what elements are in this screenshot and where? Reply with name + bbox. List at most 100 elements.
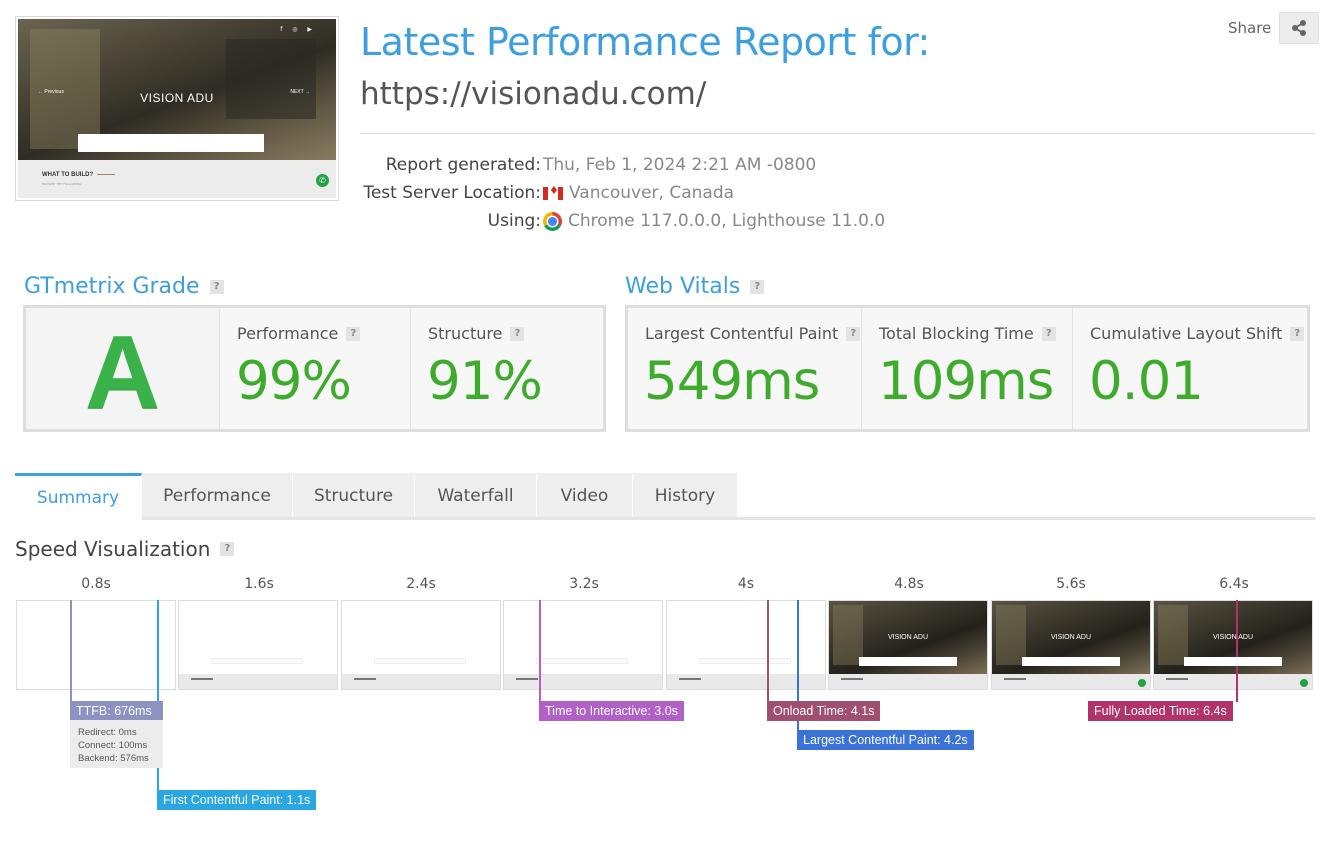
tab-waterfall[interactable]: Waterfall <box>415 473 537 519</box>
ttfb-marker-line <box>70 600 72 702</box>
header-divider <box>360 133 1315 134</box>
grade-letter: A <box>84 315 161 431</box>
whatsapp-icon <box>1138 679 1146 687</box>
speed-visualization-title: Speed Visualization <box>15 537 211 561</box>
tbt-cell: Total Blocking Time ? 109ms <box>862 308 1073 429</box>
ttfb-breakdown: Redirect: 0ms Connect: 100ms Backend: 57… <box>70 720 163 768</box>
thumbnail-navbar <box>78 134 264 152</box>
lcp-label: Largest Contentful Paint <box>645 324 839 343</box>
test-location-value: Vancouver, Canada <box>543 183 734 203</box>
filmstrip-frame[interactable]: VISION ADU <box>991 600 1151 690</box>
performance-help-icon[interactable]: ? <box>346 326 361 341</box>
lcp-value: 549ms <box>644 351 820 412</box>
backend-time: Backend: 576ms <box>78 753 149 764</box>
fully-loaded-marker-line <box>1236 600 1238 702</box>
test-location-text: Vancouver, Canada <box>569 183 735 203</box>
tab-structure[interactable]: Structure <box>293 473 415 519</box>
timeline-tick: 4.8s <box>894 576 924 592</box>
using-row: Using: Chrome 117.0.0.0, Lighthouse 11.0… <box>360 211 1060 235</box>
ttfb-marker[interactable]: TTFB: 676ms <box>70 701 163 721</box>
speed-visualization-help-icon[interactable]: ? <box>220 542 235 556</box>
tab-performance[interactable]: Performance <box>142 473 293 519</box>
report-generated-label: Report generated: <box>385 155 541 175</box>
filmstrip-frame[interactable] <box>16 600 176 690</box>
cls-help-icon[interactable]: ? <box>1290 326 1305 341</box>
timeline-tick: 5.6s <box>1056 576 1086 592</box>
report-url[interactable]: https://visionadu.com/ <box>360 76 707 112</box>
using-label: Using: <box>487 211 541 231</box>
structure-cell: Structure ? 91% <box>411 308 603 429</box>
tti-marker-line <box>539 600 541 702</box>
share-control: Share <box>1228 12 1320 44</box>
gtmetrix-grade-heading: GTmetrix Grade ? <box>24 274 224 299</box>
fully-loaded-marker[interactable]: Fully Loaded Time: 6.4s <box>1088 701 1233 721</box>
timeline-tick: 0.8s <box>81 576 111 592</box>
tbt-value: 109ms <box>878 351 1054 412</box>
structure-score: 91% <box>427 351 543 412</box>
tbt-help-icon[interactable]: ? <box>1041 326 1056 341</box>
filmstrip-frame[interactable] <box>666 600 826 690</box>
tab-video[interactable]: Video <box>537 473 633 519</box>
filmstrip-frame[interactable]: VISION ADU <box>828 600 988 690</box>
redirect-time: Redirect: 0ms <box>78 727 137 738</box>
performance-label-row: Performance ? <box>237 324 361 343</box>
web-vitals-heading: Web Vitals ? <box>625 274 765 299</box>
thumbnail-image: f ◎ ▶ ← Previous NEXT → VISION ADU WHAT … <box>18 19 336 198</box>
report-generated-text: Thu, Feb 1, 2024 2:21 AM -0800 <box>543 155 817 175</box>
gtmetrix-grade-card: A Performance ? 99% Structure ? 91% <box>23 305 606 432</box>
structure-label-row: Structure ? <box>428 324 525 343</box>
thumbnail-prev-label: ← Previous <box>38 89 64 95</box>
tbt-label: Total Blocking Time <box>879 324 1034 343</box>
whatsapp-icon: ✆ <box>316 174 329 187</box>
tabs-divider <box>142 517 1315 520</box>
timeline-tick: 6.4s <box>1219 576 1249 592</box>
report-generated-row: Report generated: Thu, Feb 1, 2024 2:21 … <box>360 155 1060 179</box>
structure-label: Structure <box>428 324 503 343</box>
lcp-label-row: Largest Contentful Paint ? <box>645 324 861 343</box>
filmstrip-frame[interactable] <box>178 600 338 690</box>
filmstrip-frame[interactable]: VISION ADU <box>1153 600 1313 690</box>
web-vitals-help-icon[interactable]: ? <box>750 279 765 294</box>
fcp-marker-line <box>157 600 159 792</box>
frame-site-title: VISION ADU <box>887 634 929 641</box>
report-generated-value: Thu, Feb 1, 2024 2:21 AM -0800 <box>543 155 816 175</box>
performance-label: Performance <box>237 324 339 343</box>
performance-score: 99% <box>236 351 352 412</box>
filmstrip-frame[interactable] <box>341 600 501 690</box>
grade-cell: A <box>26 308 220 431</box>
timeline-tick: 2.4s <box>406 576 436 592</box>
thumbnail-footer-heading: WHAT TO BUILD? <box>42 172 115 178</box>
cls-value: 0.01 <box>1089 351 1204 412</box>
share-button[interactable] <box>1279 12 1320 44</box>
tab-history[interactable]: History <box>633 473 738 519</box>
onload-marker[interactable]: Onload Time: 4.1s <box>767 701 881 721</box>
page-screenshot-thumbnail[interactable]: f ◎ ▶ ← Previous NEXT → VISION ADU WHAT … <box>15 16 339 201</box>
lcp-marker[interactable]: Largest Contentful Paint: 4.2s <box>797 730 974 750</box>
connect-time: Connect: 100ms <box>78 740 148 751</box>
fcp-marker[interactable]: First Contentful Paint: 1.1s <box>157 790 317 810</box>
chrome-icon <box>543 211 562 231</box>
thumbnail-footer: WHAT TO BUILD? BROWSE THE FOLLOWING ✆ <box>18 160 336 198</box>
using-value: Chrome 117.0.0.0, Lighthouse 11.0.0 <box>543 211 885 231</box>
web-vitals-card: Largest Contentful Paint ? 549ms Total B… <box>625 305 1310 432</box>
thumbnail-next-label: NEXT → <box>290 89 310 95</box>
tab-summary[interactable]: Summary <box>15 473 142 519</box>
page-title: Latest Performance Report for: <box>360 20 930 64</box>
lcp-cell: Largest Contentful Paint ? 549ms <box>628 308 862 429</box>
timeline-tick: 4s <box>737 576 755 592</box>
structure-help-icon[interactable]: ? <box>510 326 525 341</box>
share-icon <box>1292 20 1307 36</box>
speed-visualization-heading: Speed Visualization ? <box>15 537 235 561</box>
tti-marker[interactable]: Time to Interactive: 3.0s <box>539 701 684 721</box>
thumbnail-social-icons: f ◎ ▶ <box>280 26 316 33</box>
frame-site-title: VISION ADU <box>1050 634 1092 641</box>
whatsapp-icon <box>1300 679 1308 687</box>
filmstrip-frame[interactable] <box>503 600 663 690</box>
timeline-tick: 1.6s <box>244 576 274 592</box>
tbt-label-row: Total Blocking Time ? <box>879 324 1056 343</box>
using-text: Chrome 117.0.0.0, Lighthouse 11.0.0 <box>568 211 886 231</box>
grade-help-icon[interactable]: ? <box>209 279 224 294</box>
thumbnail-site-title: VISION ADU <box>140 91 214 105</box>
thumbnail-footer-sub: BROWSE THE FOLLOWING <box>42 182 82 186</box>
lcp-help-icon[interactable]: ? <box>846 326 861 341</box>
